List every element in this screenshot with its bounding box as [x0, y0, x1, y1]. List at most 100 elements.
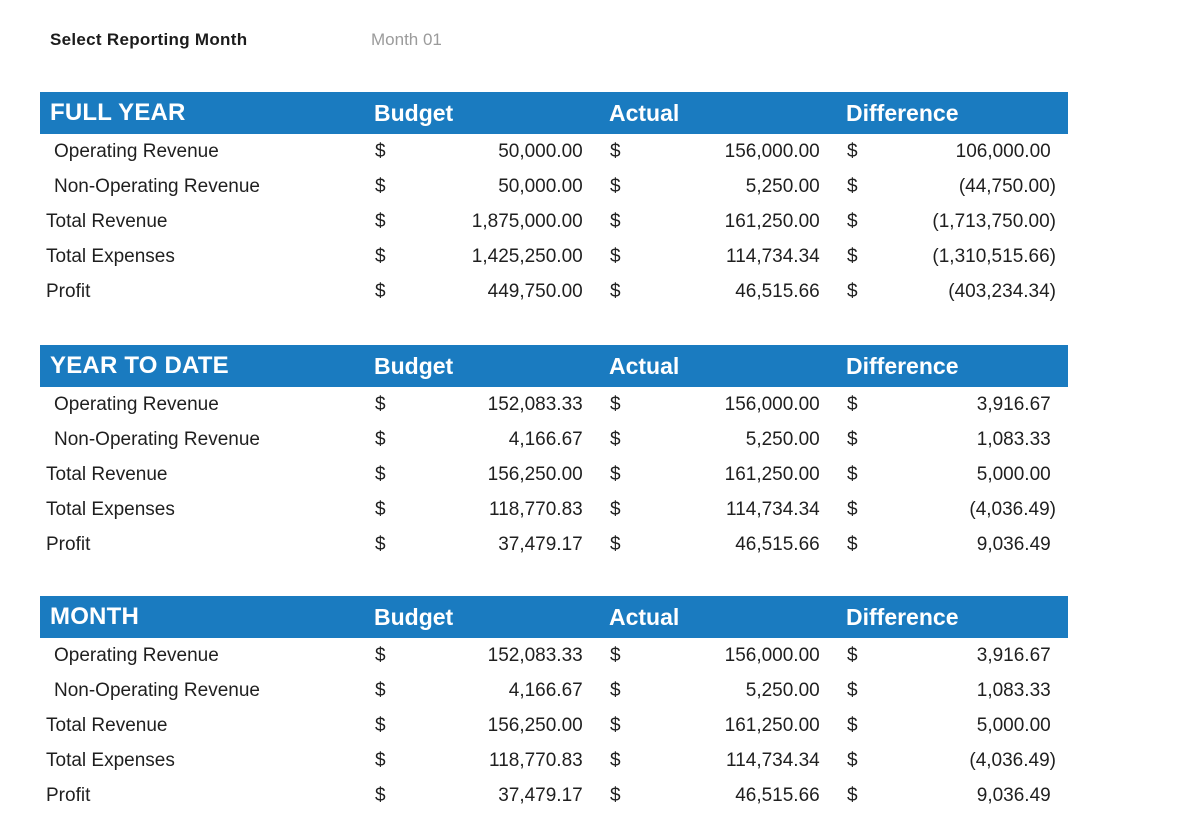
table-row: Total Revenue $156,250.00 $161,250.00 $5,…: [40, 457, 1068, 492]
difference-amount: (4,036.49): [969, 498, 1056, 520]
table-header: YEAR TO DATE Budget Actual Difference: [40, 345, 1068, 387]
table-header: MONTH Budget Actual Difference: [40, 596, 1068, 638]
difference-cell: $9,036.49: [837, 534, 1068, 556]
dollar-sign: $: [375, 210, 386, 232]
actual-amount: 114,734.34: [726, 749, 825, 771]
dollar-sign: $: [847, 140, 858, 162]
row-label: Non-Operating Revenue: [54, 428, 260, 450]
row-label: Non-Operating Revenue: [54, 679, 260, 701]
budget-amount: 1,875,000.00: [471, 210, 588, 232]
budget-cell: $4,166.67: [365, 429, 600, 451]
actual-cell: $46,515.66: [600, 785, 837, 807]
difference-amount: 5,000.00: [976, 463, 1056, 485]
row-label: Operating Revenue: [54, 644, 219, 666]
dollar-sign: $: [375, 679, 386, 701]
select-reporting-month-label: Select Reporting Month: [50, 30, 248, 49]
actual-cell: $114,734.34: [600, 750, 837, 772]
table-row: Profit $37,479.17 $46,515.66 $9,036.49: [40, 778, 1068, 813]
column-header-budget: Budget: [374, 99, 454, 126]
dollar-sign: $: [375, 784, 386, 806]
column-header-difference: Difference: [846, 352, 959, 379]
budget-cell: $118,770.83: [365, 499, 600, 521]
difference-cell: $5,000.00: [837, 715, 1068, 737]
difference-cell: $1,083.33: [837, 429, 1068, 451]
row-label: Profit: [46, 533, 91, 555]
budget-cell: $449,750.00: [365, 281, 600, 303]
actual-amount: 156,000.00: [724, 393, 825, 415]
budget-amount: 156,250.00: [487, 714, 588, 736]
actual-amount: 5,250.00: [745, 679, 825, 701]
actual-amount: 156,000.00: [724, 644, 825, 666]
difference-amount: (44,750.00): [958, 175, 1056, 197]
budget-amount: 4,166.67: [508, 679, 588, 701]
difference-amount: (4,036.49): [969, 749, 1056, 771]
column-header-budget: Budget: [374, 352, 454, 379]
dollar-sign: $: [375, 140, 386, 162]
dollar-sign: $: [610, 463, 621, 485]
dollar-sign: $: [610, 644, 621, 666]
budget-cell: $156,250.00: [365, 715, 600, 737]
table-row: Non-Operating Revenue $4,166.67 $5,250.00…: [40, 673, 1068, 708]
dollar-sign: $: [847, 533, 858, 555]
dollar-sign: $: [610, 533, 621, 555]
budget-cell: $152,083.33: [365, 645, 600, 667]
table-title: MONTH: [50, 603, 139, 630]
budget-cell: $1,425,250.00: [365, 246, 600, 268]
budget-amount: 118,770.83: [489, 498, 588, 520]
row-label: Total Revenue: [46, 210, 168, 232]
dollar-sign: $: [847, 428, 858, 450]
difference-amount: 5,000.00: [976, 714, 1056, 736]
actual-amount: 161,250.00: [724, 463, 825, 485]
budget-amount: 118,770.83: [489, 749, 588, 771]
difference-cell: $ (403,234.34): [837, 281, 1068, 303]
actual-cell: $114,734.34: [600, 499, 837, 521]
table-row: Operating Revenue $152,083.33 $156,000.00…: [40, 638, 1068, 673]
row-label: Profit: [46, 784, 91, 806]
column-header-budget: Budget: [374, 603, 454, 630]
difference-cell: $1,083.33: [837, 680, 1068, 702]
difference-amount: (1,310,515.66): [932, 245, 1056, 267]
dollar-sign: $: [375, 175, 386, 197]
column-header-actual: Actual: [609, 603, 680, 630]
reporting-month-select[interactable]: Month 01: [371, 30, 442, 49]
dollar-sign: $: [847, 644, 858, 666]
actual-amount: 46,515.66: [735, 533, 825, 555]
row-label: Total Revenue: [46, 714, 168, 736]
actual-cell: $161,250.00: [600, 464, 837, 486]
actual-cell: $46,515.66: [600, 534, 837, 556]
actual-amount: 161,250.00: [724, 714, 825, 736]
column-header-actual: Actual: [609, 99, 680, 126]
actual-cell: $46,515.66: [600, 281, 837, 303]
actual-amount: 156,000.00: [724, 140, 825, 162]
table-row: Total Expenses $118,770.83 $114,734.34 $ (…: [40, 743, 1068, 778]
row-label: Operating Revenue: [54, 140, 219, 162]
table-row: Profit $449,750.00 $46,515.66 $ (403,234.3…: [40, 274, 1068, 309]
budget-amount: 152,083.33: [487, 393, 588, 415]
budget-cell: $152,083.33: [365, 394, 600, 416]
dollar-sign: $: [375, 533, 386, 555]
table-header: FULL YEAR Budget Actual Difference: [40, 92, 1068, 134]
year-to-date-table: YEAR TO DATE Budget Actual Difference Operat…: [40, 345, 1068, 562]
table-row: Operating Revenue $152,083.33 $156,000.00…: [40, 387, 1068, 422]
dollar-sign: $: [375, 280, 386, 302]
budget-amount: 152,083.33: [487, 644, 588, 666]
dollar-sign: $: [847, 245, 858, 267]
actual-amount: 46,515.66: [735, 784, 825, 806]
difference-amount: 9,036.49: [976, 784, 1056, 806]
dollar-sign: $: [610, 210, 621, 232]
dollar-sign: $: [847, 784, 858, 806]
dollar-sign: $: [610, 393, 621, 415]
table-row: Profit $37,479.17 $46,515.66 $9,036.49: [40, 527, 1068, 562]
budget-cell: $37,479.17: [365, 785, 600, 807]
row-label: Total Expenses: [46, 749, 175, 771]
budget-cell: $118,770.83: [365, 750, 600, 772]
actual-amount: 5,250.00: [745, 428, 825, 450]
difference-cell: $ (4,036.49): [837, 499, 1068, 521]
budget-cell: $4,166.67: [365, 680, 600, 702]
column-header-difference: Difference: [846, 99, 959, 126]
row-label: Total Expenses: [46, 245, 175, 267]
difference-cell: $106,000.00: [837, 141, 1068, 163]
column-header-actual: Actual: [609, 352, 680, 379]
dollar-sign: $: [847, 749, 858, 771]
table-row: Total Revenue $156,250.00 $161,250.00 $5,…: [40, 708, 1068, 743]
